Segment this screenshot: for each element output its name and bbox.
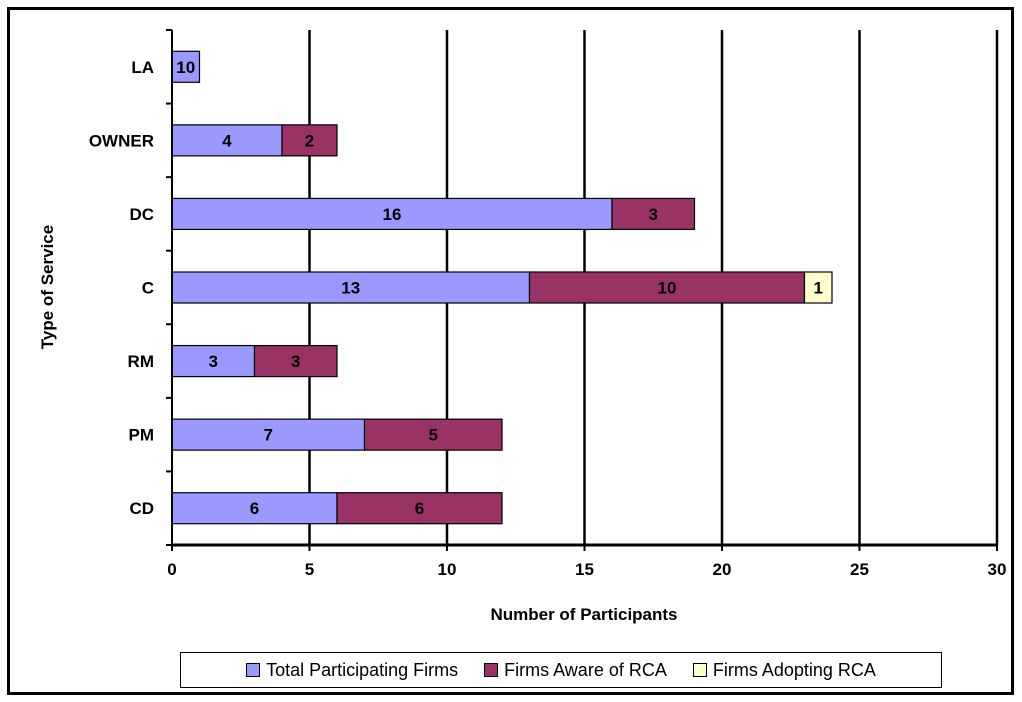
data-label-cd-series-0: 6 xyxy=(250,499,259,518)
legend-swatch-total xyxy=(246,663,261,677)
category-label-rm: RM xyxy=(128,352,154,371)
bar-pm-series-1 xyxy=(363,418,503,451)
bar-dc-series-1 xyxy=(611,197,696,231)
x-tick-label-0: 0 xyxy=(167,560,176,579)
data-label-owner-series-1: 2 xyxy=(305,131,314,150)
category-label-cd: CD xyxy=(129,499,154,518)
x-tick-label-15: 15 xyxy=(575,560,594,579)
data-label-c-series-0: 13 xyxy=(341,279,360,298)
data-label-rm-series-1: 3 xyxy=(291,352,300,371)
data-label-c-series-2: 1 xyxy=(814,279,823,298)
bar-rm-series-1 xyxy=(253,344,338,378)
category-label-dc: DC xyxy=(129,205,154,224)
x-axis-label: Number of Participants xyxy=(490,605,677,624)
bar-c-series-0 xyxy=(171,271,531,304)
legend-item-aware: Firms Aware of RCA xyxy=(484,660,667,681)
legend-swatch-aware xyxy=(484,663,499,677)
legend-item-total: Total Participating Firms xyxy=(246,660,458,681)
bar-cd-series-0 xyxy=(171,492,338,525)
data-label-dc-series-1: 3 xyxy=(649,205,658,224)
data-label-rm-series-0: 3 xyxy=(209,352,218,371)
bar-owner-series-1 xyxy=(281,124,338,157)
legend: Total Participating Firms Firms Aware of… xyxy=(180,652,942,688)
x-tick-label-30: 30 xyxy=(988,560,1007,579)
category-label-c: C xyxy=(142,279,154,298)
bar-pm-series-0 xyxy=(171,418,366,451)
x-tick-label-25: 25 xyxy=(850,560,869,579)
legend-label-total: Total Participating Firms xyxy=(266,659,459,680)
bar-dc-series-0 xyxy=(171,197,613,231)
bars: 104 216 313 10 13 37 56 6 xyxy=(171,50,833,525)
x-tick-label-20: 20 xyxy=(713,560,732,579)
data-label-owner-series-0: 4 xyxy=(222,131,232,150)
data-label-la-series-0: 10 xyxy=(176,58,195,77)
data-label-pm-series-1: 5 xyxy=(429,426,438,445)
legend-label-adopting: Firms Adopting RCA xyxy=(712,659,876,680)
data-label-cd-series-1: 6 xyxy=(415,499,424,518)
category-label-la: LA xyxy=(131,58,154,77)
category-label-owner: OWNER xyxy=(89,131,154,150)
y-axis-label: Type of Service xyxy=(38,225,57,349)
x-tick-label-5: 5 xyxy=(305,560,314,579)
bar-rm-series-0 xyxy=(171,344,256,378)
axes xyxy=(166,29,998,551)
bar-c-series-1 xyxy=(528,271,806,304)
legend-label-aware: Firms Aware of RCA xyxy=(504,659,667,680)
legend-swatch-adopting xyxy=(692,663,707,677)
data-label-pm-series-0: 7 xyxy=(264,426,273,445)
category-label-pm: PM xyxy=(129,426,155,445)
legend-item-adopting: Firms Adopting RCA xyxy=(692,659,876,681)
bar-cd-series-1 xyxy=(336,492,503,525)
data-label-c-series-1: 10 xyxy=(658,279,677,298)
data-label-dc-series-0: 16 xyxy=(383,205,402,224)
grid xyxy=(308,30,999,545)
bar-c-series-2 xyxy=(803,271,833,304)
x-tick-label-10: 10 xyxy=(438,560,457,579)
